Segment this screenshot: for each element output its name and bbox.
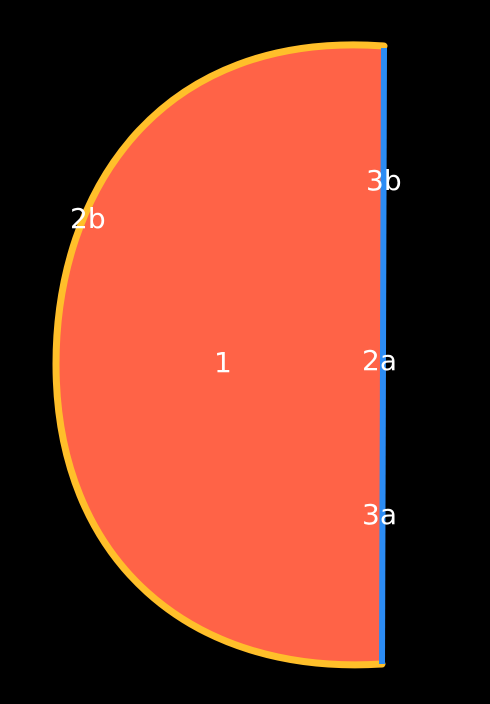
straight-edge-label: 2a bbox=[362, 344, 397, 377]
half-disk-face bbox=[56, 44, 384, 665]
face-label: 1 bbox=[214, 346, 232, 379]
curved-edge bbox=[52, 41, 388, 669]
top-vertex-label: 3b bbox=[366, 164, 402, 197]
bottom-vertex-label: 3a bbox=[362, 498, 397, 531]
curved-edge-label: 2b bbox=[70, 202, 106, 235]
straight-edge bbox=[379, 47, 387, 665]
